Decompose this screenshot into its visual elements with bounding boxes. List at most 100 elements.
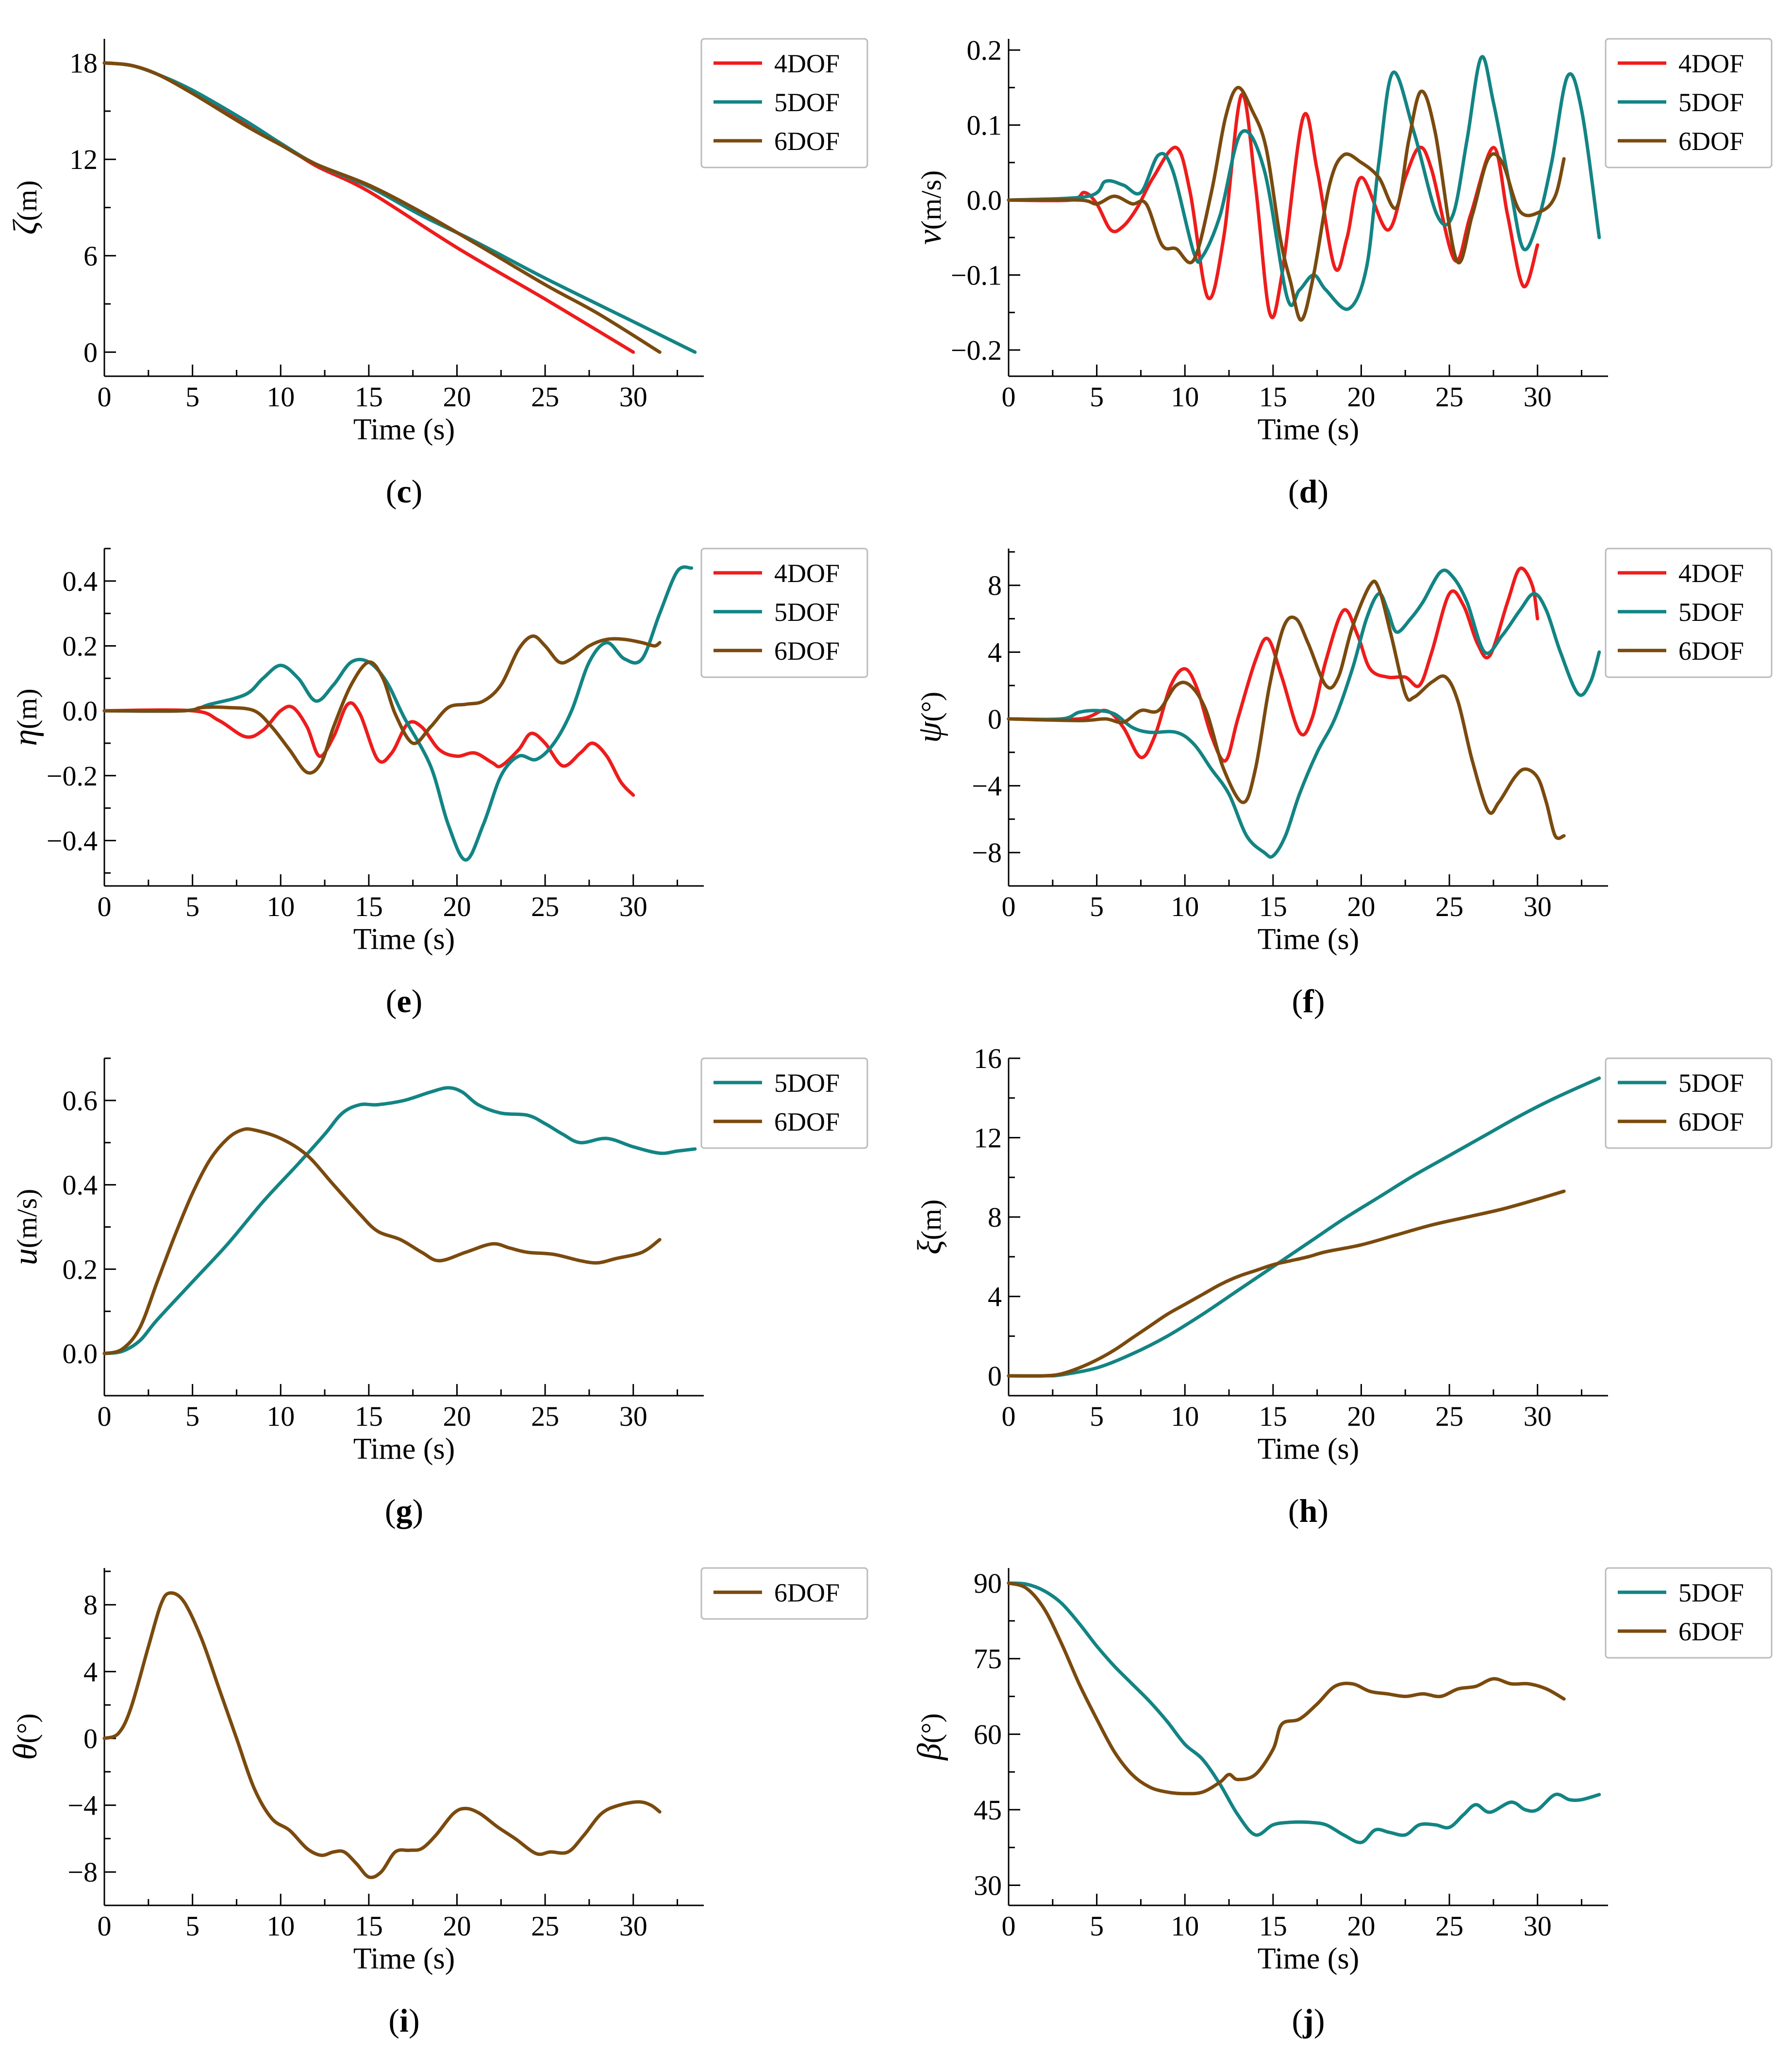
legend-box bbox=[700, 1057, 868, 1149]
y-tick-label: −0.1 bbox=[951, 260, 1002, 291]
y-axis-unit: (°) bbox=[915, 1713, 947, 1743]
series-line-6dof bbox=[1007, 1189, 1566, 1378]
y-tick-label: 0.0 bbox=[63, 1338, 98, 1369]
panel-caption: (i) bbox=[388, 2002, 419, 2039]
y-axis-unit: (m/s) bbox=[915, 170, 947, 230]
series-line-5dof bbox=[1007, 55, 1601, 311]
x-tick-label: 0 bbox=[1002, 891, 1016, 922]
chart-panel-d: 0 5 10 15 20 25 30 −0.2 −0.1 0.0 0.1 0.2 Time (s) v(m… bbox=[911, 34, 1773, 510]
panel-caption: (g) bbox=[385, 1492, 423, 1529]
y-tick-label: 75 bbox=[974, 1643, 1002, 1675]
series-line-6dof bbox=[102, 634, 662, 775]
series-line-4dof bbox=[1007, 566, 1540, 763]
x-tick-label: 20 bbox=[443, 891, 471, 922]
series-line-5dof bbox=[102, 61, 697, 354]
x-tick-label: 25 bbox=[1435, 1401, 1463, 1432]
y-tick-label: −0.2 bbox=[47, 760, 98, 792]
series-line-6dof bbox=[1007, 85, 1566, 322]
chart-panel-i: 0 5 10 15 20 25 30 −8 −4 0 4 8 Time (s) θ(°) 6DOF (i) bbox=[7, 1567, 868, 2039]
y-axis-unit: (m) bbox=[11, 688, 43, 729]
series-line-5dof bbox=[1007, 1076, 1601, 1378]
panel-caption: (c) bbox=[386, 473, 423, 510]
y-axis-symbol: ξ bbox=[911, 1240, 948, 1254]
legend-label: 6DOF bbox=[774, 1107, 840, 1136]
x-axis-title: Time (s) bbox=[1258, 923, 1360, 956]
y-tick-label: 60 bbox=[974, 1718, 1002, 1750]
x-tick-label: 20 bbox=[1347, 891, 1375, 922]
y-tick-label: 0.0 bbox=[967, 184, 1002, 216]
legend-label: 5DOF bbox=[1678, 88, 1744, 117]
series-line-6dof bbox=[1007, 580, 1566, 840]
legend-label: 6DOF bbox=[1678, 127, 1744, 156]
y-axis-unit: (°) bbox=[11, 1713, 43, 1743]
y-tick-label: 0.1 bbox=[967, 110, 1002, 141]
y-tick-label: 8 bbox=[988, 1201, 1002, 1233]
y-axis-symbol: u bbox=[7, 1248, 44, 1265]
caption-paren: ) bbox=[1317, 1492, 1328, 1529]
caption-paren: ( bbox=[386, 983, 397, 1019]
legend-label: 5DOF bbox=[1678, 598, 1744, 627]
y-axis-unit: (°) bbox=[915, 692, 947, 722]
legend-label: 4DOF bbox=[1678, 49, 1744, 78]
x-tick-label: 20 bbox=[443, 1910, 471, 1942]
y-tick-label: 12 bbox=[974, 1122, 1002, 1154]
y-tick-label: 0.0 bbox=[63, 695, 98, 727]
caption-paren: ( bbox=[386, 473, 397, 510]
x-tick-label: 15 bbox=[1259, 891, 1287, 922]
y-tick-label: 8 bbox=[83, 1589, 98, 1621]
caption-letter: c bbox=[397, 473, 411, 510]
x-tick-label: 30 bbox=[619, 381, 647, 413]
x-tick-label: 15 bbox=[1259, 381, 1287, 413]
caption-paren: ( bbox=[1292, 983, 1303, 1019]
x-tick-label: 20 bbox=[443, 1401, 471, 1432]
x-tick-label: 25 bbox=[531, 891, 559, 922]
y-tick-label: 30 bbox=[974, 1870, 1002, 1902]
y-axis-title: θ(°) bbox=[7, 1713, 44, 1760]
legend-box bbox=[700, 548, 868, 678]
y-axis-symbol: η bbox=[7, 729, 44, 746]
panel-caption: (f) bbox=[1292, 983, 1325, 1019]
x-axis-title: Time (s) bbox=[353, 923, 455, 956]
caption-paren: ) bbox=[409, 2002, 420, 2039]
x-axis-title: Time (s) bbox=[1258, 1942, 1360, 1975]
panel-caption: (h) bbox=[1288, 1492, 1328, 1529]
caption-letter: e bbox=[397, 983, 411, 1019]
series-line-4dof bbox=[102, 61, 635, 354]
x-axis-title: Time (s) bbox=[353, 1433, 455, 1466]
x-tick-label: 5 bbox=[185, 891, 199, 922]
x-tick-label: 15 bbox=[1259, 1401, 1287, 1432]
y-tick-label: 0 bbox=[83, 1723, 98, 1754]
legend-label: 4DOF bbox=[774, 49, 840, 78]
y-tick-label: −0.2 bbox=[951, 334, 1002, 366]
legend-box bbox=[700, 1567, 868, 1620]
x-tick-label: 10 bbox=[266, 1401, 295, 1432]
x-tick-label: 5 bbox=[1090, 1910, 1104, 1942]
chart-panel-f: 0 5 10 15 20 25 30 −8 −4 0 4 8 Time (s) ψ(°) 4DOF 5DOF 6… bbox=[911, 548, 1773, 1019]
legend-label: 6DOF bbox=[774, 127, 840, 156]
x-axis-title: Time (s) bbox=[353, 1942, 455, 1975]
x-axis-title: Time (s) bbox=[1258, 1433, 1360, 1466]
y-axis-symbol: β bbox=[911, 1743, 948, 1761]
x-axis-title: Time (s) bbox=[353, 413, 455, 446]
x-tick-label: 5 bbox=[185, 381, 199, 413]
x-tick-label: 15 bbox=[355, 1910, 383, 1942]
legend-label: 6DOF bbox=[1678, 1107, 1744, 1136]
x-tick-label: 15 bbox=[355, 891, 383, 922]
y-tick-label: 0.4 bbox=[63, 1169, 98, 1201]
caption-paren: ) bbox=[1314, 2002, 1325, 2039]
y-axis-unit: (m) bbox=[915, 1200, 947, 1240]
legend-box bbox=[1605, 548, 1773, 678]
x-tick-label: 10 bbox=[266, 381, 295, 413]
series-line-4dof bbox=[102, 701, 635, 797]
legend-label: 6DOF bbox=[1678, 636, 1744, 666]
caption-paren: ) bbox=[412, 473, 423, 510]
x-tick-label: 25 bbox=[1435, 1910, 1463, 1942]
y-tick-label: −8 bbox=[67, 1856, 98, 1888]
x-tick-label: 0 bbox=[98, 1401, 112, 1432]
x-tick-label: 30 bbox=[1524, 891, 1552, 922]
x-tick-label: 15 bbox=[355, 381, 383, 413]
x-tick-label: 30 bbox=[619, 1401, 647, 1432]
x-tick-label: 0 bbox=[1002, 1401, 1016, 1432]
y-tick-label: 0.2 bbox=[63, 630, 98, 662]
